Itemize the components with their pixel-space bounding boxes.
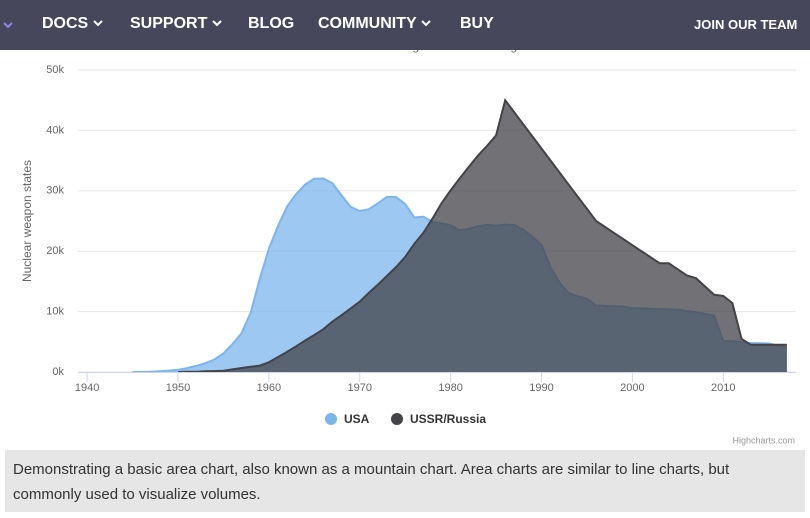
y-tick-label: 30k <box>46 185 64 197</box>
nav-docs[interactable]: DOCS <box>42 15 103 33</box>
y-tick-label: 0k <box>52 366 64 378</box>
legend-marker <box>391 413 403 425</box>
y-axis-title: Nuclear weapon states <box>20 160 34 282</box>
nav-buy[interactable]: BUY <box>460 15 494 33</box>
y-tick-label: 50k <box>46 64 64 76</box>
y-tick-label: 40k <box>46 124 64 136</box>
chevron <box>92 20 103 27</box>
nav-chevron[interactable] <box>2 20 14 30</box>
legend-marker <box>325 413 337 425</box>
nav-community[interactable]: COMMUNITY <box>318 15 431 33</box>
nav-join[interactable]: JOIN OUR TEAM <box>694 17 798 32</box>
area-fill <box>178 100 787 372</box>
y-tick-label: 10k <box>46 306 64 318</box>
chevron <box>212 20 222 27</box>
x-tick-label: 1940 <box>75 382 99 394</box>
nav-label: DOCS <box>42 15 89 32</box>
nav-support[interactable]: SUPPORT <box>130 15 222 33</box>
x-tick-label: 1970 <box>348 382 372 394</box>
chevron <box>421 20 431 27</box>
x-tick-label: 2000 <box>620 382 644 394</box>
x-tick-label: 1990 <box>529 382 553 394</box>
area-line <box>177 97 787 373</box>
nav-bar: DOCS SUPPORT BLOG COMMUNITY BUY JOIN OUR… <box>0 0 810 50</box>
x-tick-label: 2010 <box>711 382 735 394</box>
y-tick-label: 20k <box>46 245 64 257</box>
credits[interactable]: Highcharts.com <box>732 435 795 445</box>
nav-label: BLOG <box>248 15 295 32</box>
nav-label: BUY <box>460 15 494 32</box>
x-tick-label: 1950 <box>166 382 190 394</box>
legend-label[interactable]: USSR/Russia <box>410 412 486 426</box>
legend-label[interactable]: USA <box>344 412 370 426</box>
nav-label: SUPPORT <box>130 15 208 32</box>
nav-blog[interactable]: BLOG <box>248 15 294 33</box>
x-tick-label: 1980 <box>438 382 462 394</box>
nav-label: COMMUNITY <box>318 15 417 32</box>
x-tick-label: 1960 <box>257 382 281 394</box>
chart: Sources: thebulletin.org & armscontrol.o… <box>20 39 796 446</box>
description: Demonstrating a basic area chart, also k… <box>5 450 805 512</box>
